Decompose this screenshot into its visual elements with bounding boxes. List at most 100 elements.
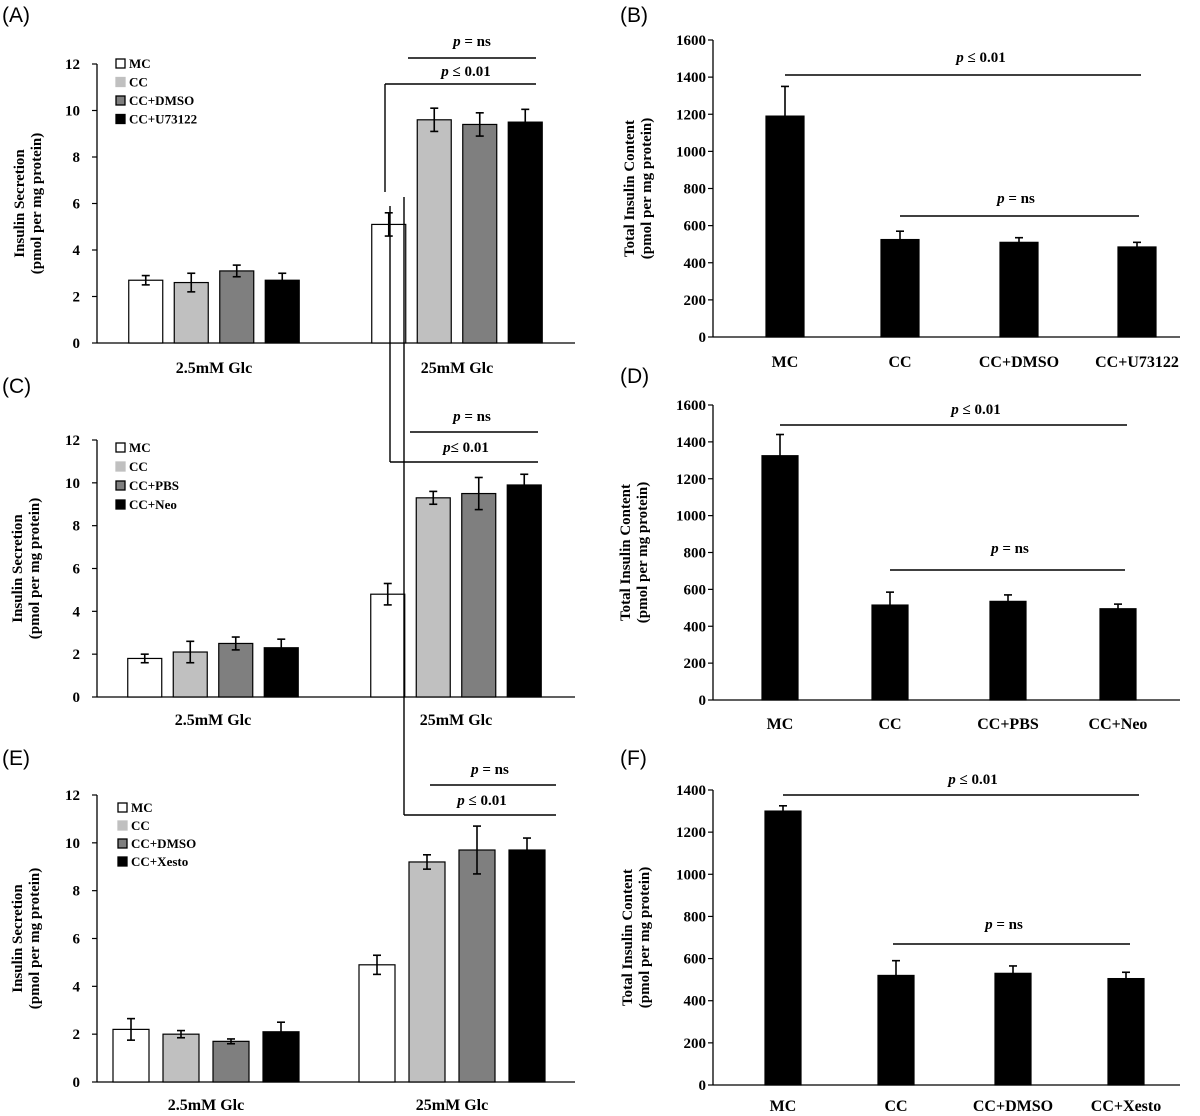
y-tick-label: 1600 <box>676 33 706 49</box>
y-axis-label-line1: Total Insulin Content <box>622 120 638 257</box>
significance-label: p≤ 0.01 <box>441 440 489 456</box>
error-bar <box>781 85 789 117</box>
significance-text: = ns <box>1005 191 1035 207</box>
y-tick-label: 600 <box>684 219 707 235</box>
significance-bracket: p = ns <box>430 762 556 786</box>
error-bar <box>1114 603 1122 609</box>
significance-text: = ns <box>461 34 491 50</box>
bar-cc <box>415 497 451 698</box>
error-bar <box>1122 971 1130 979</box>
y-tick-label: 8 <box>73 150 81 166</box>
significance-bracket: p ≤ 0.01 <box>403 197 556 816</box>
bar-cc <box>162 1033 200 1083</box>
legend-swatch <box>115 95 126 106</box>
significance-text: ≤ 0.01 <box>956 772 998 788</box>
error-bar <box>384 212 393 237</box>
x-category-label: 2.5mM Glc <box>168 1097 244 1114</box>
significance-p: p <box>983 917 993 933</box>
legend-label: CC+PBS <box>129 478 179 493</box>
y-tick-label: 1200 <box>676 825 706 841</box>
significance-p: p <box>995 191 1005 207</box>
x-category-label: MC <box>770 1098 797 1115</box>
significance-bracket: p ≤ 0.01 <box>384 64 536 192</box>
panel-letter: (C) <box>2 375 31 398</box>
legend-label: CC+DMSO <box>129 93 194 108</box>
significance-label: p ≤ 0.01 <box>949 402 1000 418</box>
legend: MC CC CC+DMSO CC+U73122 <box>115 56 197 127</box>
error-bar <box>1015 236 1023 243</box>
panel-c: (C) 0 2 4 6 8 10 12 Insulin Secretion (pmol per m… <box>2 206 575 729</box>
bar-cc-pbs <box>461 492 497 698</box>
legend-swatch <box>117 838 128 849</box>
bar <box>880 238 920 338</box>
legend-swatch <box>117 802 128 813</box>
error-bar <box>475 112 484 137</box>
y-tick-label: 0 <box>699 1078 707 1094</box>
significance-bracket: p ≤ 0.01 <box>780 402 1127 426</box>
error-bar <box>232 264 241 278</box>
error-bar <box>892 959 900 976</box>
error-bar <box>277 1021 285 1032</box>
bar <box>1099 608 1137 701</box>
x-category-label: CC <box>884 1098 907 1115</box>
y-tick-label: 6 <box>73 197 81 213</box>
legend-label: MC <box>131 800 153 815</box>
y-tick-label: 800 <box>684 546 707 562</box>
significance-text: = ns <box>479 762 509 778</box>
legend-label: CC+U73122 <box>129 112 197 127</box>
y-axis-label-line2: (pmol per mg protein) <box>27 498 43 640</box>
y-tick-label: 6 <box>73 932 81 948</box>
y-axis-label-line2: (pmol per mg protein) <box>27 868 43 1010</box>
significance-p: p <box>469 762 479 778</box>
bar-cc-dmso <box>219 270 255 344</box>
error-bar <box>231 636 240 651</box>
error-bar <box>520 473 529 485</box>
error-bar <box>896 230 904 240</box>
significance-p: p <box>451 409 461 425</box>
x-category-label: CC+PBS <box>977 716 1039 733</box>
bar <box>1117 246 1157 338</box>
y-tick-label: 8 <box>73 519 81 535</box>
y-tick-label: 0 <box>699 693 707 709</box>
error-bar <box>776 433 784 456</box>
y-axis-label-line1: Total Insulin Content <box>618 484 634 621</box>
significance-p: p <box>946 772 956 788</box>
legend-label: CC+DMSO <box>131 836 196 851</box>
error-bar <box>423 853 431 870</box>
y-tick-label: 1000 <box>676 509 706 525</box>
bar <box>761 455 799 701</box>
error-bar <box>523 837 531 851</box>
significance-bracket: p = ns <box>890 541 1125 571</box>
bar-cc-xesto <box>508 849 546 1083</box>
legend: MC CC CC+DMSO CC+Xesto <box>117 800 196 869</box>
legend-label: MC <box>129 56 151 71</box>
error-bar <box>1009 965 1017 974</box>
bar-cc-neo <box>506 484 542 698</box>
panel-b: (B) 0 200 400 600 800 1000 1200 1400 1600 Total In… <box>620 4 1180 371</box>
significance-text: ≤ 0.01 <box>959 402 1001 418</box>
bar <box>989 600 1027 701</box>
error-bar <box>277 638 286 648</box>
significance-text: ≤ 0.01 <box>449 64 491 80</box>
y-tick-label: 1200 <box>676 107 706 123</box>
error-bar <box>1133 241 1141 247</box>
legend-swatch <box>115 461 126 472</box>
significance-p: p <box>455 793 465 809</box>
significance-label: p = ns <box>995 191 1035 207</box>
error-bar <box>186 640 195 664</box>
significance-bracket: p ≤ 0.01 <box>785 50 1141 76</box>
legend-label: CC+Neo <box>129 497 177 512</box>
significance-label: p = ns <box>983 917 1023 933</box>
error-bar <box>177 1029 185 1039</box>
y-tick-label: 10 <box>65 104 80 120</box>
x-category-label: 25mM Glc <box>421 360 493 377</box>
significance-label: p ≤ 0.01 <box>439 64 490 80</box>
error-bar <box>127 1017 135 1041</box>
y-tick-label: 0 <box>73 690 81 706</box>
bar-cc-u73122 <box>264 279 300 344</box>
y-axis-label-line1: Total Insulin Content <box>620 869 636 1006</box>
y-tick-label: 1400 <box>676 435 706 451</box>
legend-label: CC <box>129 75 148 90</box>
significance-p: p <box>451 34 461 50</box>
